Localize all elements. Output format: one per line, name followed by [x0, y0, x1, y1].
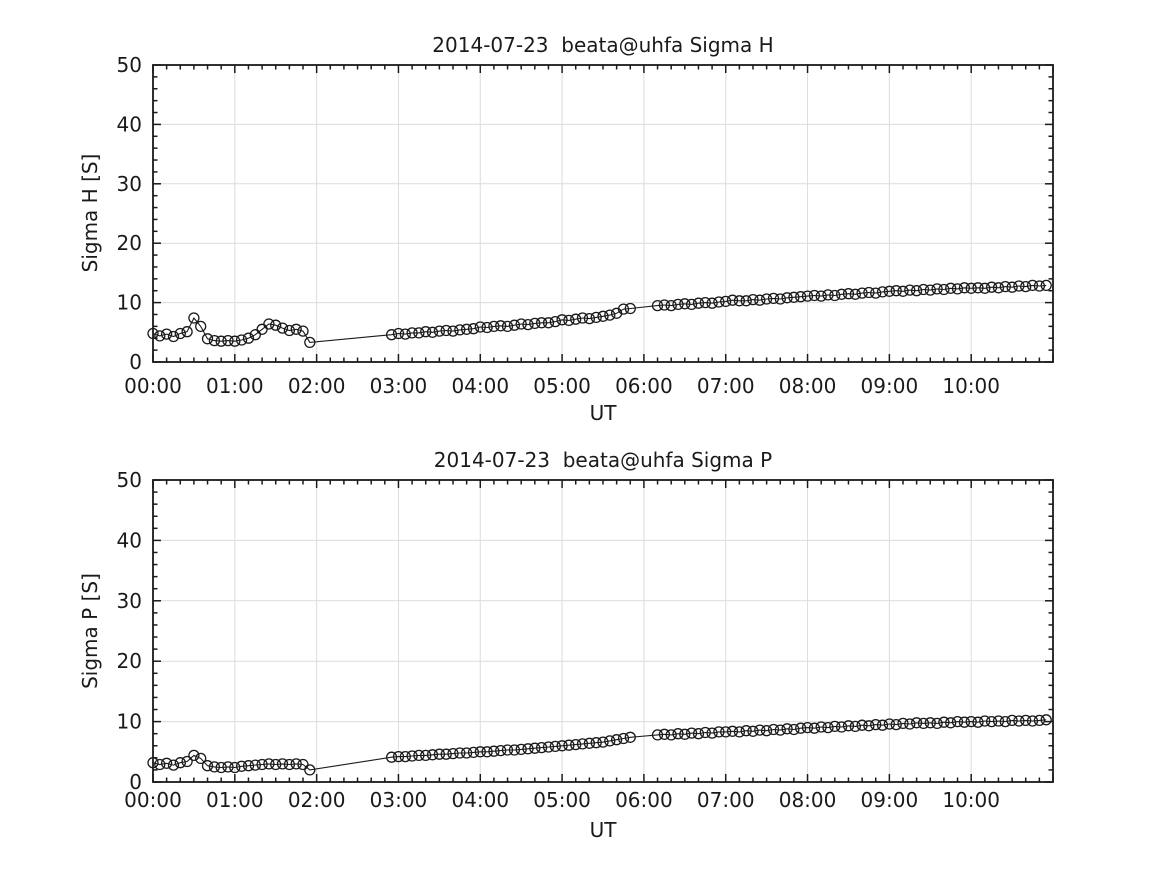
y-tick-label: 10: [117, 291, 142, 315]
y-tick-label: 30: [117, 172, 142, 196]
x-tick-label: 02:00: [288, 374, 346, 398]
y-tick-label: 20: [117, 231, 142, 255]
x-tick-label: 02:00: [288, 788, 346, 812]
x-tick-label: 01:00: [206, 374, 264, 398]
x-tick-label: 05:00: [533, 788, 591, 812]
plot-frame: [152, 64, 1054, 363]
y-tick-label: 30: [117, 589, 142, 613]
sigma-p-title: 2014-07-23 beata@uhfa Sigma P: [434, 448, 772, 472]
sigma-h-xlabel: UT: [590, 401, 618, 425]
y-tick-label: 50: [117, 53, 142, 77]
sigma-p-plot: 00:00 01:00 02:00 03:00 04:00 05:00 06:00 07:00…: [117, 468, 1054, 812]
x-tick-label: 03:00: [370, 788, 428, 812]
gridlines: [153, 480, 1053, 782]
x-tick-label: 09:00: [861, 374, 919, 398]
x-tick-label: 08:00: [779, 788, 837, 812]
x-tick-label: 09:00: [861, 788, 919, 812]
sigma-p-xlabel: UT: [590, 818, 618, 842]
sigma-h-ylabel: Sigma H [S]: [78, 154, 102, 273]
data-markers: [147, 279, 1052, 349]
sigma-p-ylabel: Sigma P [S]: [78, 573, 102, 689]
data-markers: [147, 714, 1052, 776]
y-tick-label: 10: [117, 710, 142, 734]
x-tick-label: 07:00: [697, 374, 755, 398]
x-tick-label: 10:00: [942, 374, 1000, 398]
y-tick-label: 50: [117, 468, 142, 492]
x-tick-label: 04:00: [451, 374, 509, 398]
tick-marks: [152, 64, 1054, 363]
x-tick-label: 03:00: [370, 374, 428, 398]
sigma-h-plot: 00:00 01:00 02:00 03:00 04:00 05:00 06:00 07:00…: [117, 53, 1054, 398]
y-tick-label: 40: [117, 528, 142, 552]
x-tick-label: 01:00: [206, 788, 264, 812]
data-line: [152, 284, 1047, 343]
y-tick-label: 40: [117, 112, 142, 136]
x-tick-label: 05:00: [533, 374, 591, 398]
tick-marks: [152, 479, 1054, 783]
data-line: [152, 719, 1047, 771]
x-tick-label: 00:00: [124, 788, 182, 812]
x-tick-label: 04:00: [451, 788, 509, 812]
x-tick-label: 08:00: [779, 374, 837, 398]
y-tick-label: 0: [129, 770, 142, 794]
x-tick-label: 06:00: [615, 374, 673, 398]
sigma-h-title: 2014-07-23 beata@uhfa Sigma H: [432, 33, 773, 57]
gridlines: [153, 65, 1053, 362]
x-tick-label: 07:00: [697, 788, 755, 812]
x-tick-label: 10:00: [942, 788, 1000, 812]
y-tick-label: 0: [129, 350, 142, 374]
x-tick-label: 06:00: [615, 788, 673, 812]
x-tick-label: 00:00: [124, 374, 182, 398]
y-tick-label: 20: [117, 649, 142, 673]
